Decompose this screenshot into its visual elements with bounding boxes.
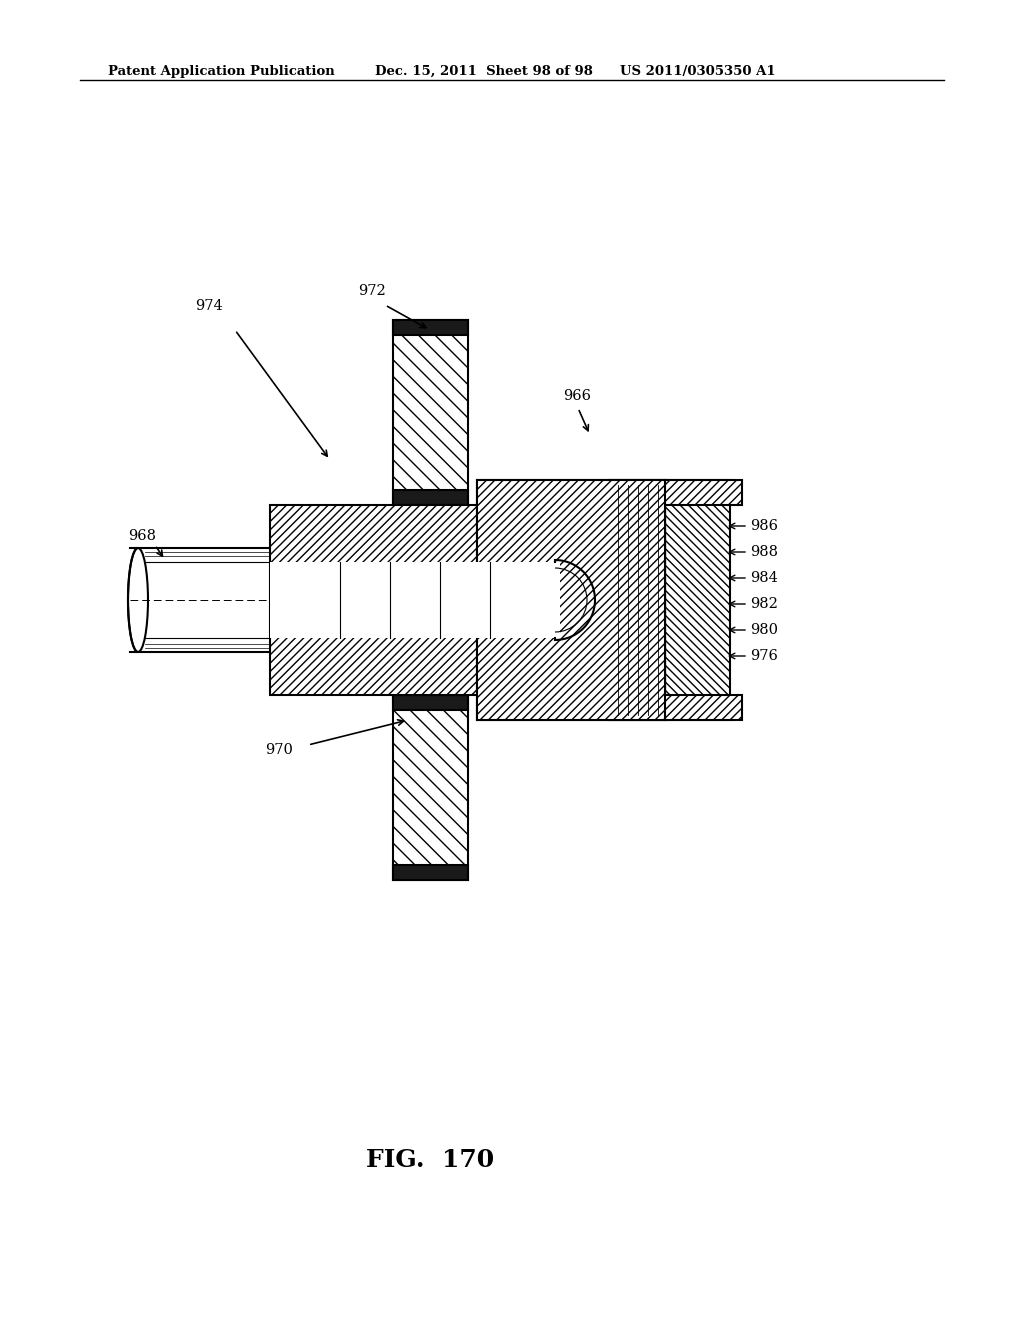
Text: FIG.  170: FIG. 170 (366, 1148, 494, 1172)
Text: Dec. 15, 2011  Sheet 98 of 98: Dec. 15, 2011 Sheet 98 of 98 (375, 65, 593, 78)
Text: 982: 982 (750, 597, 778, 611)
Bar (393, 490, 468, 506)
Text: 984: 984 (750, 572, 778, 585)
Text: 966: 966 (563, 389, 591, 403)
Bar (665, 480, 730, 719)
Bar (393, 865, 468, 880)
Bar (393, 319, 468, 506)
Bar (270, 506, 477, 696)
Text: 988: 988 (750, 545, 778, 558)
Text: 972: 972 (358, 284, 386, 298)
Text: US 2011/0305350 A1: US 2011/0305350 A1 (620, 65, 775, 78)
Ellipse shape (128, 548, 148, 652)
Text: 986: 986 (750, 519, 778, 533)
Bar (270, 562, 560, 638)
Text: 970: 970 (265, 743, 293, 756)
Text: Patent Application Publication: Patent Application Publication (108, 65, 335, 78)
Bar (477, 696, 742, 719)
Bar (610, 480, 665, 719)
Bar (653, 484, 665, 715)
Bar (393, 319, 468, 335)
Text: 968: 968 (128, 529, 156, 543)
Bar (477, 480, 665, 719)
Text: 974: 974 (195, 300, 223, 313)
Bar (477, 480, 742, 506)
Bar (393, 696, 468, 710)
Text: 976: 976 (750, 649, 778, 663)
Text: 980: 980 (750, 623, 778, 638)
Bar (393, 696, 468, 880)
